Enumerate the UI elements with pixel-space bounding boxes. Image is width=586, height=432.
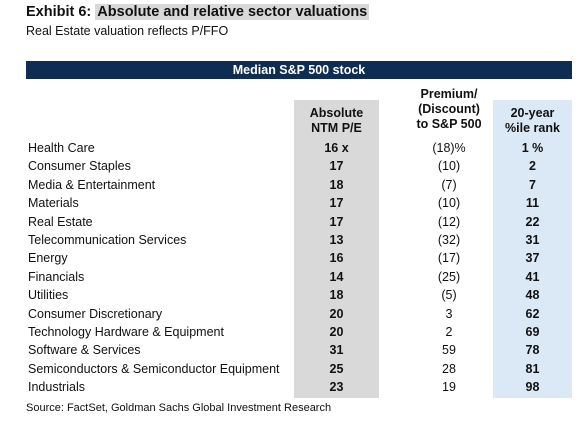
header-line: %ile rank [505, 121, 560, 135]
rank-value: 69 [525, 324, 540, 339]
table-row: Energy 16 (17) 37 [26, 249, 572, 267]
rank-value: 7 [529, 177, 536, 192]
table-row: Technology Hardware & Equipment 20 2 69 [26, 323, 572, 341]
table-band-title: Median S&P 500 stock [26, 61, 572, 79]
rank-value: 1 % [521, 141, 544, 155]
pe-value: 18 [329, 288, 344, 303]
sector-name: Health Care [28, 141, 95, 155]
sector-name: Materials [28, 196, 79, 211]
rank-value: 31 [525, 232, 540, 247]
premium-value: (17) [437, 251, 461, 266]
exhibit-title-text: Absolute and relative sector valuations [95, 4, 370, 20]
header-absolute-pe: Absolute NTM P/E [294, 106, 379, 136]
pe-value: 14 [329, 269, 344, 284]
header-line: 20-year [510, 106, 555, 120]
table-row: Materials 17 (10) 11 [26, 194, 572, 212]
premium-value: 59 [442, 343, 456, 358]
table-row: Real Estate 17 (12) 22 [26, 213, 572, 231]
rank-value: 37 [525, 251, 540, 266]
rank-value: 98 [525, 380, 540, 395]
sector-name: Telecommunication Services [28, 232, 187, 247]
exhibit-label: Exhibit 6: [26, 4, 92, 20]
rank-value: 41 [525, 269, 540, 284]
table-row: Industrials 23 19 98 [26, 378, 572, 396]
premium-value: (10) [437, 196, 461, 211]
header-premium: Premium/ (Discount) to S&P 500 [404, 87, 494, 132]
rank-value: 11 [525, 196, 540, 211]
premium-value: (5) [441, 288, 457, 303]
header-line: Premium/ [420, 87, 478, 101]
exhibit-subtitle: Real Estate valuation reflects P/FFO [26, 24, 229, 38]
pe-value: 17 [329, 159, 344, 174]
rank-value: 22 [525, 214, 540, 229]
sector-name: Utilities [28, 288, 69, 303]
table-row: Telecommunication Services 13 (32) 31 [26, 231, 572, 249]
pe-value: 20 [329, 306, 344, 321]
premium-value: (25) [437, 269, 461, 284]
table-row: Utilities 18 (5) 48 [26, 286, 572, 304]
pe-value: 18 [329, 177, 344, 192]
sector-name: Financials [28, 269, 85, 284]
premium-value: 28 [442, 361, 456, 376]
sector-name: Technology Hardware & Equipment [28, 324, 224, 339]
pe-value: 13 [329, 232, 344, 247]
pe-column-shading [294, 100, 379, 398]
pe-value: 23 [329, 380, 344, 395]
header-percentile-rank: 20-year %ile rank [493, 106, 572, 136]
sector-name: Semiconductors & Semiconductor Equipment [28, 361, 280, 376]
table-row: Health Care 16 x (18)% 1 % [26, 139, 572, 157]
premium-value: (32) [437, 232, 461, 247]
table-row: Consumer Staples 17 (10) 2 [26, 157, 572, 175]
sector-name: Energy [28, 251, 68, 266]
rank-column-shading [493, 100, 572, 398]
pe-value: 25 [329, 361, 344, 376]
header-line: (Discount) [418, 102, 480, 116]
premium-value: (10) [437, 159, 461, 174]
table-row: Consumer Discretionary 20 3 62 [26, 305, 572, 323]
table-row: Software & Services 31 59 78 [26, 341, 572, 359]
sector-name: Software & Services [28, 343, 141, 358]
premium-value: (18)% [432, 141, 466, 155]
premium-value: (7) [441, 177, 457, 192]
pe-value: 16 [329, 251, 344, 266]
pe-value: 20 [329, 324, 344, 339]
pe-value: 31 [329, 343, 344, 358]
header-line: Absolute [309, 106, 364, 120]
rank-value: 48 [525, 288, 540, 303]
source-note: Source: FactSet, Goldman Sachs Global In… [26, 402, 332, 414]
header-line: to S&P 500 [416, 117, 482, 131]
table-row: Semiconductors & Semiconductor Equipment… [26, 360, 572, 378]
rank-value: 62 [525, 306, 540, 321]
header-line: NTM P/E [311, 121, 362, 135]
sector-name: Consumer Staples [28, 159, 131, 174]
pe-value: 17 [329, 196, 344, 211]
rank-value: 78 [525, 343, 540, 358]
sector-name: Media & Entertainment [28, 177, 156, 192]
table-row: Media & Entertainment 18 (7) 7 [26, 176, 572, 194]
valuation-table-body: Health Care 16 x (18)% 1 % Consumer Staples… [26, 139, 572, 396]
pe-value: 16 x [324, 141, 349, 155]
premium-value: 19 [442, 380, 456, 395]
exhibit-title: Exhibit 6: Absolute and relative sector … [26, 4, 370, 20]
premium-value: 2 [445, 324, 453, 339]
rank-value: 2 [529, 159, 536, 174]
sector-name: Industrials [28, 380, 85, 395]
table-row: Financials 14 (25) 41 [26, 268, 572, 286]
premium-value: 3 [445, 306, 453, 321]
sector-name: Real Estate [28, 214, 93, 229]
premium-value: (12) [437, 214, 461, 229]
pe-value: 17 [329, 214, 344, 229]
sector-name: Consumer Discretionary [28, 306, 163, 321]
rank-value: 81 [525, 361, 540, 376]
